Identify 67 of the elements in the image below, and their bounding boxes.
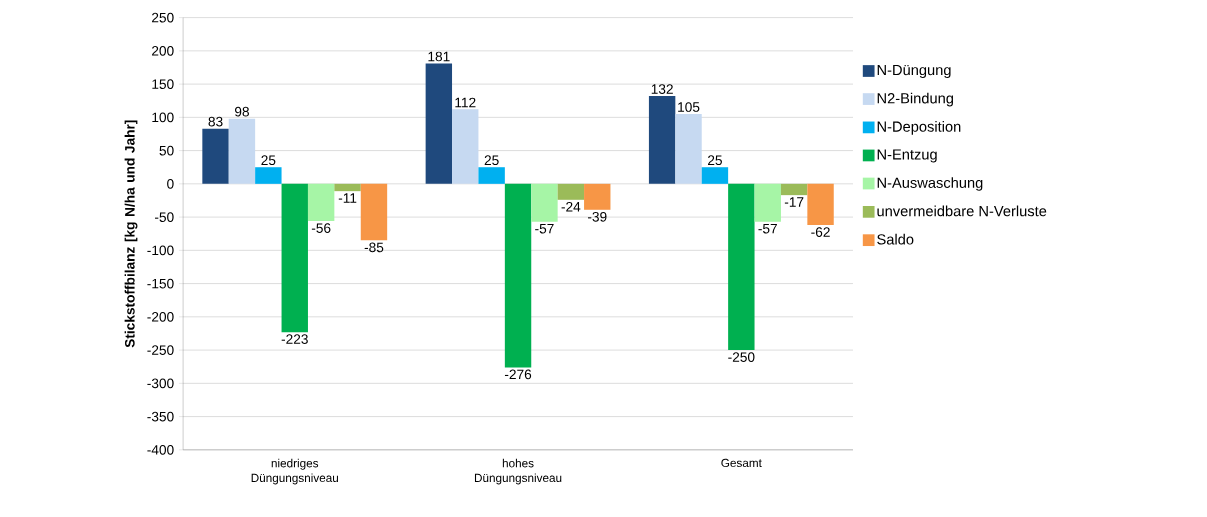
x-tick-label: hohes Düngungsniveau (474, 458, 562, 485)
y-tick-label: -350 (147, 411, 174, 422)
y-axis-title: Stickstoffbilanz [kg N/ha und Jahr] (124, 120, 138, 348)
data-label: -39 (587, 211, 607, 222)
y-tick-label: 50 (159, 145, 174, 156)
data-label: 132 (651, 84, 673, 94)
y-tick-label: -150 (147, 278, 174, 289)
y-tick-label: -250 (147, 345, 174, 355)
y-tick-label: -50 (155, 212, 174, 222)
bar (255, 167, 282, 184)
bar (504, 183, 532, 368)
bar (281, 183, 308, 332)
data-label: -17 (784, 197, 804, 207)
legend-label: N2-Bindung (877, 92, 953, 107)
bar (728, 183, 755, 350)
y-tick-label: -100 (147, 245, 174, 256)
bar (557, 183, 585, 200)
data-label: -62 (811, 227, 830, 237)
bar (425, 63, 453, 184)
legend-label: N-Düngung (877, 64, 951, 78)
y-tick-label: 200 (152, 45, 174, 56)
data-label: -24 (561, 201, 581, 212)
bar (228, 118, 256, 184)
bar (648, 95, 676, 184)
legend-label: N-Entzug (877, 149, 937, 163)
data-label: -276 (504, 369, 532, 380)
data-label: 105 (678, 102, 700, 112)
bar (202, 128, 229, 184)
y-tick-label: 150 (152, 79, 174, 89)
x-tick-label: niedriges Düngungsniveau (251, 458, 338, 485)
x-tick-label: Gesamt (721, 458, 762, 467)
legend-label: N-Deposition (877, 120, 961, 135)
bar (584, 183, 611, 210)
y-tick-label: 250 (152, 12, 174, 23)
bar (754, 183, 781, 222)
data-label: 25 (484, 155, 499, 165)
bar (675, 113, 702, 184)
legend-label: Saldo (877, 233, 914, 245)
data-label: -57 (535, 223, 554, 234)
y-tick-label: 100 (152, 112, 174, 123)
bar (360, 183, 388, 241)
bar (334, 183, 361, 191)
bar (307, 183, 335, 221)
data-label: 25 (708, 155, 722, 165)
bar (780, 183, 808, 195)
y-tick-label: -300 (147, 378, 174, 389)
y-tick-label: -400 (147, 444, 174, 455)
bar (701, 167, 729, 184)
y-tick-label: -200 (147, 311, 174, 322)
data-label: -85 (364, 242, 384, 253)
bar (452, 109, 479, 184)
data-label: -56 (311, 223, 331, 233)
data-label: 98 (234, 106, 249, 117)
legend-label: N-Auswaschung (877, 177, 983, 191)
data-label: -250 (728, 352, 755, 362)
bar (807, 183, 834, 225)
y-tick-label: 0 (167, 178, 174, 189)
bar (478, 167, 505, 184)
data-label: 83 (208, 116, 223, 127)
data-label: 112 (455, 97, 476, 108)
data-label: 181 (428, 51, 450, 62)
data-label: -11 (338, 193, 357, 203)
bar (531, 183, 558, 222)
data-label: -57 (758, 223, 777, 234)
data-label: 25 (261, 155, 276, 165)
legend-label: unvermeidbare N-Verluste (877, 205, 1047, 217)
data-label: -223 (281, 334, 308, 344)
